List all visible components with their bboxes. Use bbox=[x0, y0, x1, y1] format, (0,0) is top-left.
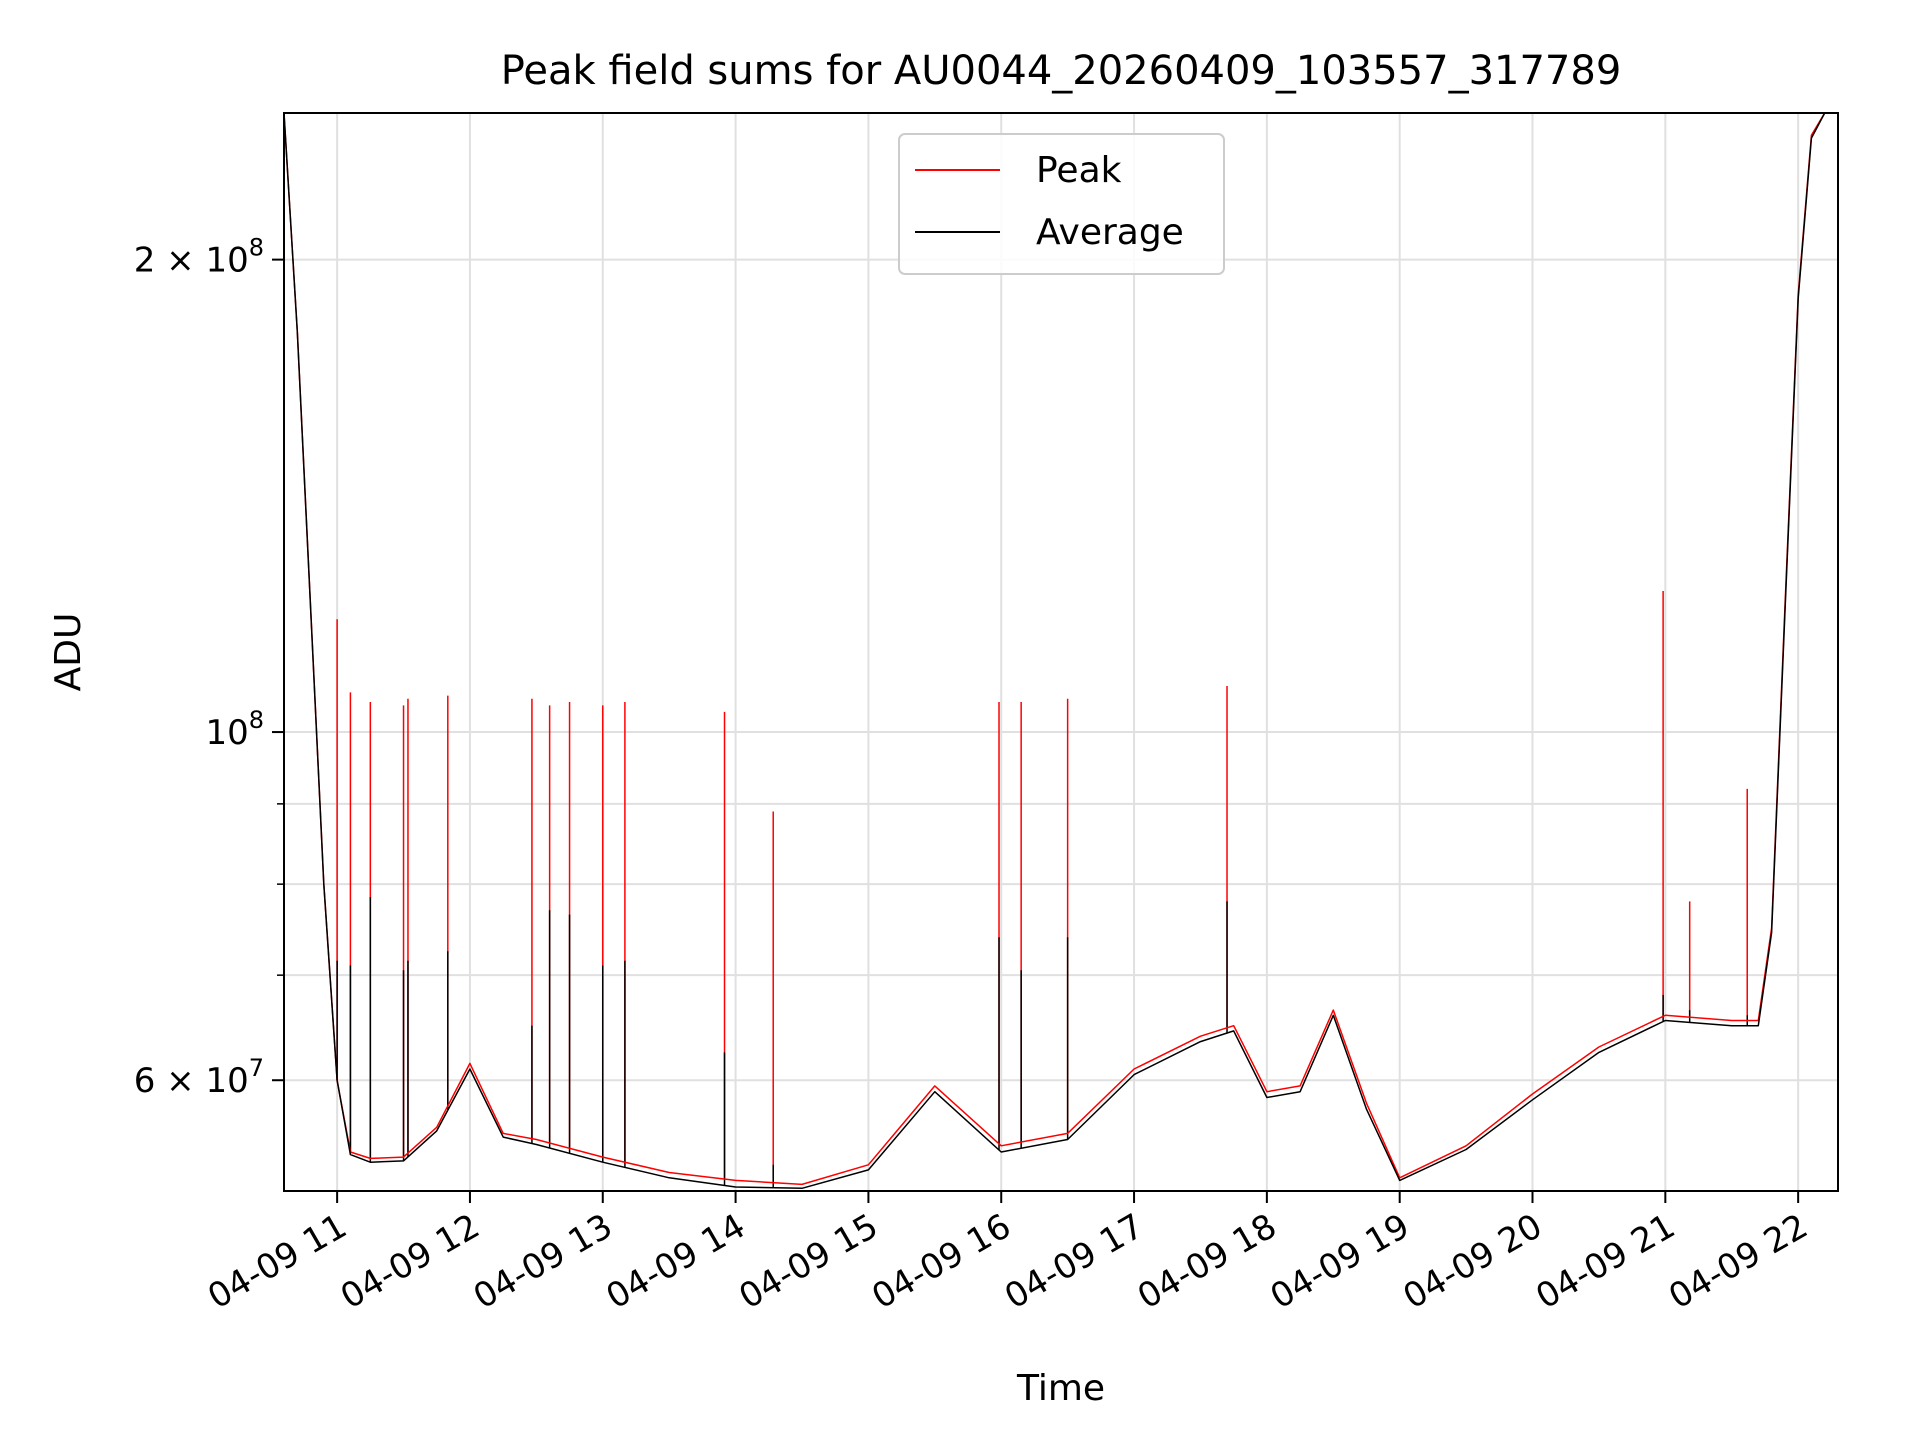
series-lines bbox=[283, 112, 1826, 1190]
y-tick-label: 6 × 107 bbox=[134, 1054, 264, 1101]
legend-peak-label: Peak bbox=[1036, 150, 1122, 191]
y-tick-label: 108 bbox=[205, 706, 264, 753]
legend: Peak Average bbox=[898, 133, 1225, 275]
average-series-line bbox=[283, 112, 1826, 1190]
spike-lines bbox=[336, 590, 1748, 1188]
grid bbox=[284, 113, 1838, 1191]
y-tick-label: 2 × 108 bbox=[134, 234, 264, 281]
legend-average-label: Average bbox=[1036, 212, 1184, 253]
x-axis-label: Time bbox=[1016, 1368, 1105, 1409]
peak-series-line bbox=[283, 112, 1826, 1186]
chart-title: Peak field sums for AU0044_20260409_1035… bbox=[501, 48, 1622, 94]
y-axis-label: ADU bbox=[48, 613, 89, 692]
plot-frame bbox=[283, 112, 1839, 1192]
